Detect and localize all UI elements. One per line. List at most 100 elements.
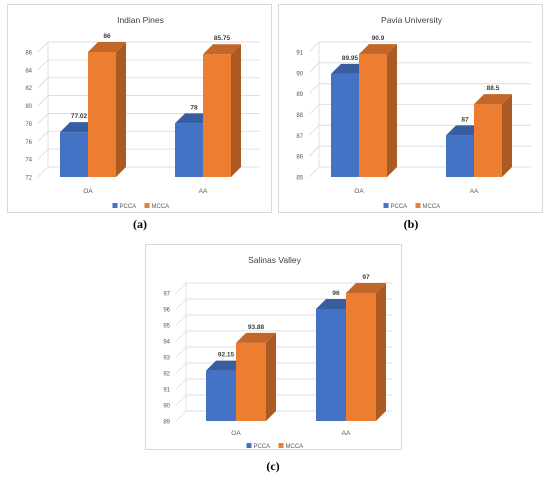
y-tick-label: 97 <box>163 292 170 298</box>
gridline-depth <box>308 166 320 178</box>
bar-mcca-aa <box>203 44 241 177</box>
y-tick-label: 91 <box>296 51 303 57</box>
y-tick-label: 84 <box>25 68 32 74</box>
legend-label: PCCA <box>254 444 271 450</box>
y-tick-label: 92 <box>163 372 170 378</box>
y-tick-label: 72 <box>25 176 32 182</box>
bar-front <box>359 54 387 178</box>
gridline-depth <box>175 362 187 374</box>
legend-label: MCCA <box>152 204 170 210</box>
gridline-depth <box>175 314 187 326</box>
chart-title: Pavia University <box>381 15 443 25</box>
data-label: 96 <box>332 290 340 297</box>
bar-mcca-oa <box>236 332 276 421</box>
data-label: 97 <box>362 274 370 281</box>
legend-swatch <box>278 443 284 448</box>
legend-swatch <box>144 203 150 208</box>
y-tick-label: 76 <box>25 140 32 146</box>
y-tick-label: 78 <box>25 122 32 128</box>
bar-top <box>346 283 386 293</box>
caption-c: (c) <box>266 459 280 473</box>
bar-front <box>88 52 116 177</box>
y-tick-label: 91 <box>163 388 170 394</box>
gridline-depth <box>37 131 49 142</box>
data-label: 78 <box>190 104 198 111</box>
bar-side <box>502 94 512 177</box>
legend-label: PCCA <box>391 204 408 210</box>
x-tick-label: AA <box>470 188 479 195</box>
legend-swatch <box>383 203 389 208</box>
data-label: 92.15 <box>218 352 235 359</box>
chart-panel-salinas-valley: Salinas Valley 89 90 91 92 93 94 95 96 97 92.15 93.… <box>145 244 402 450</box>
chart-salinas-valley: Salinas Valley 89 90 91 92 93 94 95 96 97 92.15 93.… <box>163 255 392 450</box>
chart-panel-indian-pines: Indian Pines 72 74 76 78 80 82 84 86 77.02 86 OA 78 8… <box>7 4 272 213</box>
gridline-depth <box>175 282 187 294</box>
caption-a: (a) <box>133 217 147 231</box>
y-tick-label: 90 <box>296 71 303 77</box>
x-tick-label: AA <box>199 188 208 195</box>
bar-top <box>359 44 397 55</box>
gridline-depth <box>175 298 187 310</box>
data-label: 88.5 <box>487 85 500 92</box>
gridline-depth <box>308 83 320 94</box>
gridline-depth <box>175 378 187 390</box>
gridline-depth <box>308 104 320 115</box>
bar-front <box>60 132 88 177</box>
bar-mcca-aa <box>346 283 386 421</box>
gridline-depth <box>175 346 187 358</box>
y-tick-label: 94 <box>163 340 170 346</box>
y-tick-label: 93 <box>163 356 170 362</box>
bar-front <box>236 342 266 421</box>
gridline-depth <box>175 394 187 406</box>
y-tick-label: 88 <box>296 113 303 119</box>
legend-label: PCCA <box>120 204 137 210</box>
y-tick-label: 86 <box>296 155 303 161</box>
bar-top <box>474 94 512 105</box>
bar-front <box>346 293 376 421</box>
legend-swatch <box>112 203 118 208</box>
y-tick-label: 89 <box>296 92 303 98</box>
chart-panel-pavia-university: Pavia University 85 86 87 88 89 90 91 89.95 90.9 O… <box>278 4 543 213</box>
gridline-depth <box>37 148 49 160</box>
gridline-depth <box>175 410 187 422</box>
bar-top <box>236 332 276 343</box>
y-tick-label: 95 <box>163 324 170 330</box>
x-tick-label: AA <box>342 430 351 437</box>
data-label: 77.02 <box>71 113 88 120</box>
x-tick-label: OA <box>354 188 364 195</box>
bar-mcca-oa <box>88 42 126 177</box>
y-tick-label: 85 <box>296 176 303 182</box>
gridline-depth <box>308 125 320 136</box>
y-tick-label: 80 <box>25 104 32 110</box>
legend-label: MCCA <box>286 444 304 450</box>
y-tick-label: 74 <box>25 158 32 164</box>
gridline-depth <box>308 62 320 74</box>
bar-front <box>446 135 474 177</box>
bar-side <box>376 283 386 421</box>
data-label: 86 <box>103 33 111 40</box>
gridline-depth <box>37 113 49 124</box>
bar-front <box>206 370 236 421</box>
bar-front <box>175 123 203 177</box>
data-label: 93.88 <box>248 324 265 331</box>
bar-front <box>203 54 231 177</box>
gridline-depth <box>37 166 49 178</box>
legend-swatch <box>246 443 252 448</box>
chart-title: Indian Pines <box>117 15 164 25</box>
legend-label: MCCA <box>423 204 441 210</box>
chart-indian-pines: Indian Pines 72 74 76 78 80 82 84 86 77.02 86 OA 78 8… <box>25 15 260 210</box>
data-label: 89.95 <box>342 55 359 62</box>
gridline-depth <box>308 145 320 157</box>
chart-pavia-university: Pavia University 85 86 87 88 89 90 91 89.95 90.9 O… <box>296 15 531 210</box>
y-tick-label: 87 <box>296 134 303 140</box>
bar-side <box>231 44 241 177</box>
y-tick-label: 96 <box>163 308 170 314</box>
data-label: 85.75 <box>214 35 231 42</box>
bar-side <box>266 332 276 421</box>
gridline-depth <box>37 41 49 53</box>
bar-front <box>316 309 346 421</box>
y-tick-label: 89 <box>163 420 170 426</box>
y-tick-label: 86 <box>25 51 32 57</box>
bar-top <box>88 42 126 52</box>
y-tick-label: 82 <box>25 86 32 92</box>
